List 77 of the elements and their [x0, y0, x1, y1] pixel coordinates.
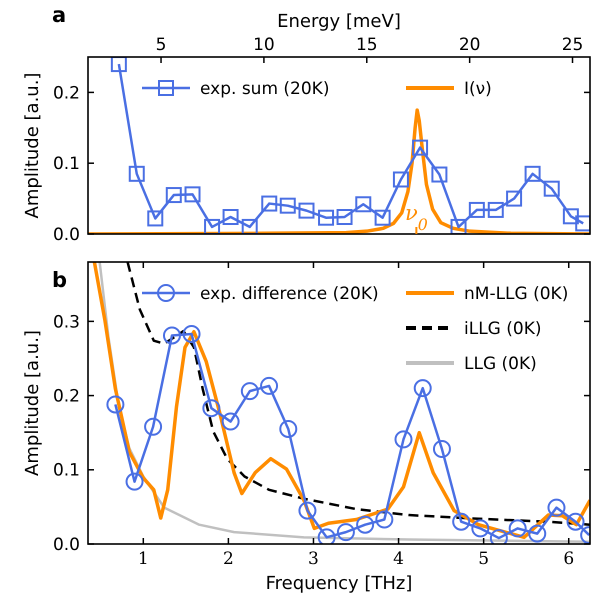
point [452, 512, 470, 531]
point [355, 196, 372, 212]
legend-label: LLG (0K) [464, 354, 537, 374]
point [280, 198, 296, 214]
point [431, 166, 448, 183]
y-tick-label: 0.0 [52, 224, 80, 245]
x-tick-label: 25 [562, 35, 584, 55]
point [336, 523, 355, 542]
point [144, 418, 162, 436]
x-tick-label: 20 [458, 35, 480, 55]
point [528, 524, 546, 543]
x-tick-label: 4 [393, 549, 404, 569]
y-tick-label: 0.0 [52, 534, 80, 555]
x-tick-label: 5 [156, 35, 166, 55]
y-axis-title: Amplitude [a.u.] [22, 72, 43, 218]
legend-label: nM-LLG (0K) [464, 284, 568, 304]
point [147, 210, 164, 226]
y-axis-title: Amplitude [a.u.] [22, 330, 43, 476]
legend-label: I(ν) [464, 78, 492, 99]
point [202, 399, 220, 418]
point [394, 430, 412, 448]
x-tick-label: 5 [478, 549, 490, 569]
point [432, 440, 451, 458]
point [298, 502, 316, 520]
legend-label: iLLG (0K) [464, 318, 542, 339]
chart-title: a [52, 3, 66, 27]
point [524, 166, 541, 182]
point [318, 210, 334, 226]
x-axis-title: Frequency [THz] [266, 573, 412, 594]
point [566, 512, 585, 531]
x-tick-label: 1 [138, 549, 149, 569]
point [375, 510, 394, 529]
point [468, 202, 485, 218]
point [128, 166, 145, 182]
y-tick-label: 0.3 [52, 312, 80, 332]
point [182, 324, 201, 343]
legend-label: exp. sum (20K) [200, 78, 330, 99]
point [547, 498, 566, 517]
chart-title: b [52, 268, 68, 292]
point [506, 190, 522, 207]
legend-label: exp. difference (20K) [200, 284, 379, 304]
point [240, 382, 259, 400]
point [298, 202, 314, 219]
point [392, 171, 409, 188]
point [356, 516, 374, 534]
point [488, 202, 504, 218]
x-tick-label: 2 [222, 549, 234, 569]
point [184, 186, 201, 202]
point [508, 519, 527, 538]
y-tick-label: 0.1 [52, 154, 80, 174]
point [412, 140, 428, 156]
y-tick-label: 0.2 [52, 386, 80, 407]
point [222, 412, 240, 431]
point [544, 180, 560, 197]
point [562, 208, 579, 224]
x-tick-label: 6 [563, 549, 574, 569]
point [279, 420, 298, 438]
point [261, 196, 278, 212]
x-tick-label: 10 [253, 35, 275, 55]
ref-line-label: ν$_{0}$ [404, 201, 428, 234]
point [318, 528, 336, 544]
y-tick-label: 0.2 [52, 83, 80, 104]
point [471, 519, 490, 538]
point [374, 210, 391, 226]
point [162, 326, 181, 344]
point [414, 379, 432, 398]
point [126, 472, 144, 491]
x-tick-label: 3 [308, 549, 319, 569]
x-tick-label: 15 [356, 35, 378, 55]
point [106, 395, 124, 414]
line-series [88, 108, 590, 234]
x-axis-title: Energy [meV] [277, 11, 401, 32]
point [166, 187, 182, 204]
point [336, 209, 353, 226]
point [222, 209, 239, 226]
y-tick-label: 0.1 [52, 460, 80, 481]
point [260, 376, 278, 395]
